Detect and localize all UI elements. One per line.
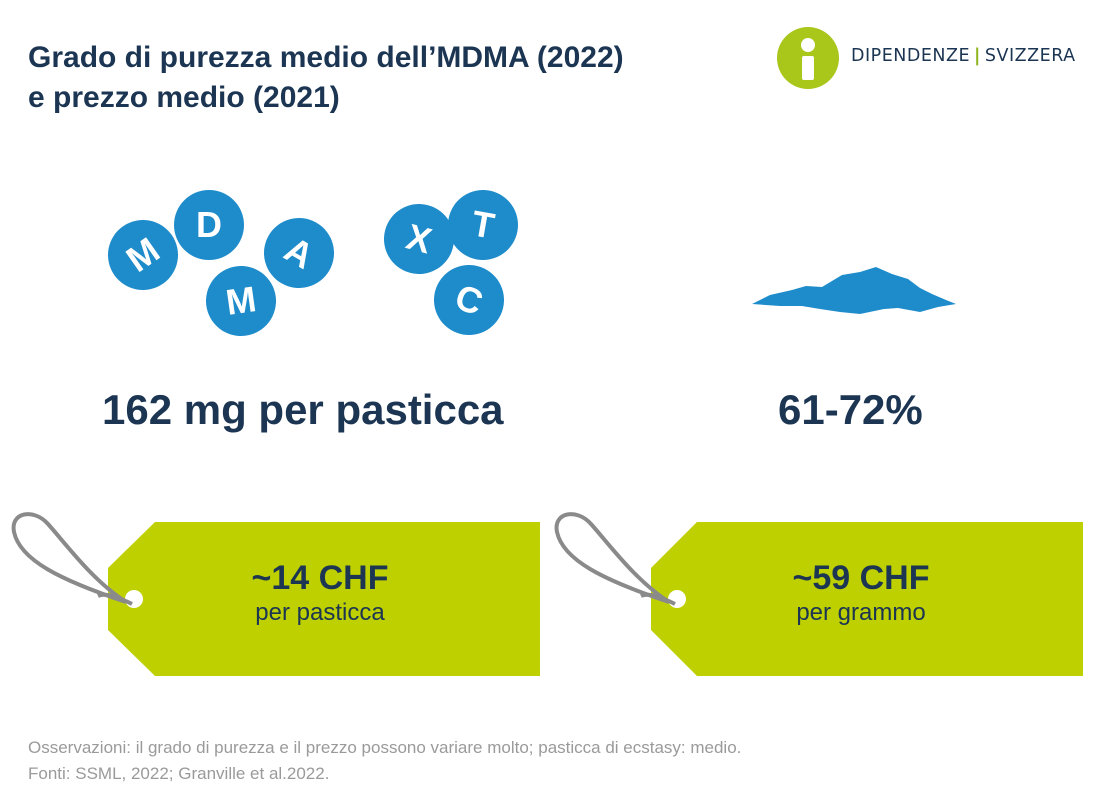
footnotes: Osservazioni: il grado di purezza e il p… xyxy=(28,735,741,787)
price-tag-text: ~59 CHF per grammo xyxy=(641,558,1081,628)
powder-pile-icon xyxy=(752,267,956,314)
note-sources: Fonti: SSML, 2022; Granville et al.2022. xyxy=(28,764,330,783)
info-person-icon xyxy=(777,27,839,89)
title-line-1: Grado di purezza medio dell’MDMA (2022) xyxy=(28,41,624,74)
purity-stat: 61-72% xyxy=(778,386,923,433)
price-tag-tablet: ~14 CHF per pasticca xyxy=(0,500,540,680)
pill-m-2: M xyxy=(201,261,281,341)
logo-text: DIPENDENZE | SVIZZERA xyxy=(851,46,1076,66)
tag-unit: per pasticca xyxy=(255,599,385,626)
title-line-2: e prezzo medio (2021) xyxy=(28,81,340,114)
pill-x: X xyxy=(376,196,462,282)
tag-price: ~14 CHF xyxy=(251,559,389,597)
pill-t: T xyxy=(442,184,524,266)
price-tag-gram: ~59 CHF per grammo xyxy=(545,500,1085,680)
mdma-xtc-pills: M D A M X T C xyxy=(94,180,540,345)
tag-price: ~59 CHF xyxy=(792,559,930,597)
logo-separator: | xyxy=(974,46,981,66)
price-tag-shape xyxy=(11,512,540,676)
tag-unit: per grammo xyxy=(796,599,926,626)
logo: DIPENDENZE | SVIZZERA xyxy=(776,26,1086,90)
price-tag-text: ~14 CHF per pasticca xyxy=(100,558,540,628)
tablet-dose-stat: 162 mg per pasticca xyxy=(102,386,504,433)
note-observations: Osservazioni: il grado di purezza e il p… xyxy=(28,738,742,757)
pill-d: D xyxy=(174,190,244,260)
logo-part-2: SVIZZERA xyxy=(984,46,1076,66)
price-tag-shape xyxy=(554,512,1083,676)
logo-part-1: DIPENDENZE xyxy=(851,46,971,66)
page-title: Grado di purezza medio dell’MDMA (2022) … xyxy=(28,38,624,118)
